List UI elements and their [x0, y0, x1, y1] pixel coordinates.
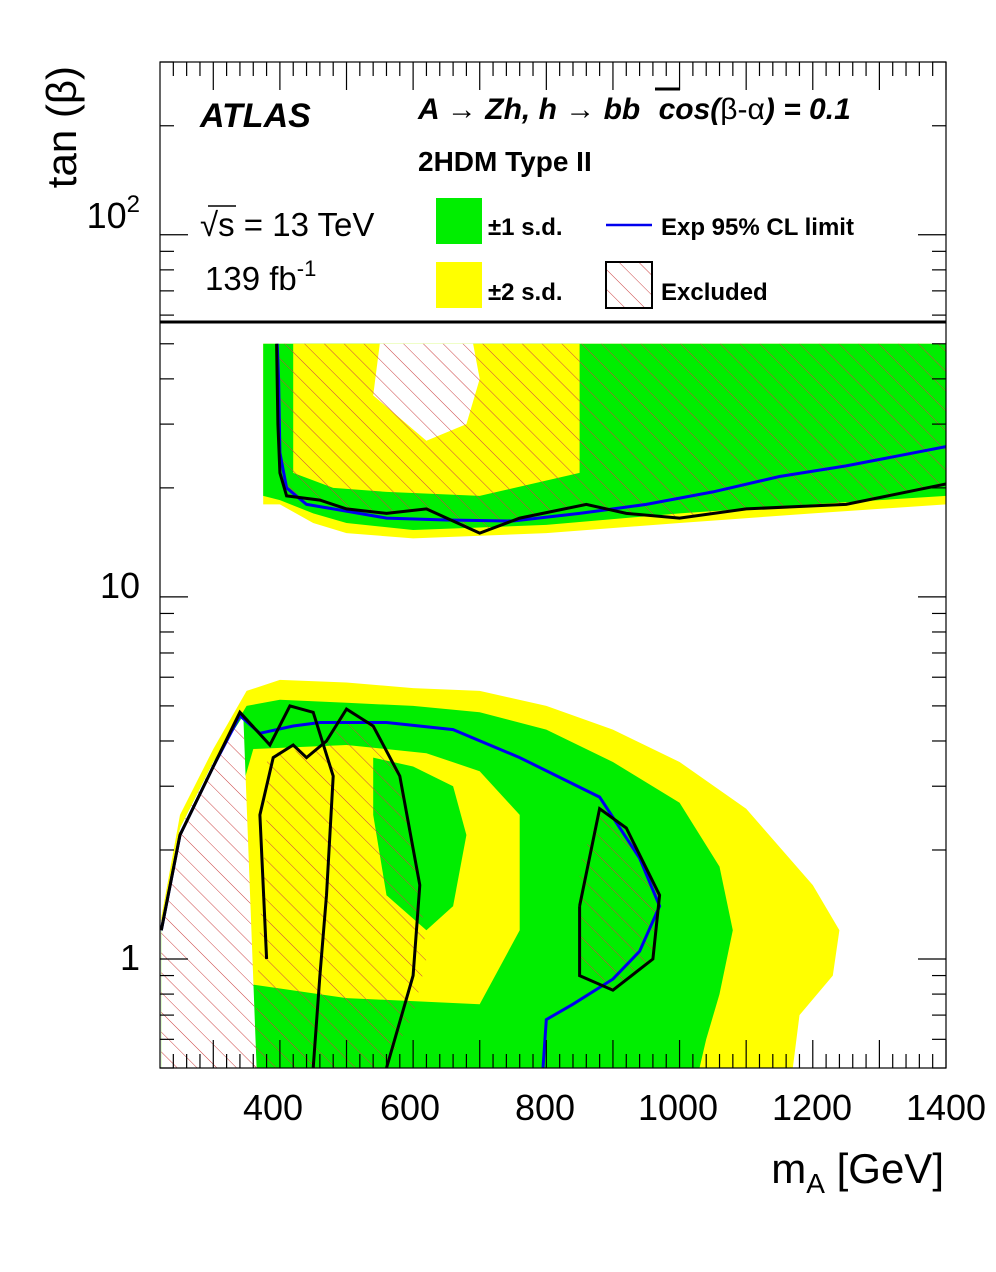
- low-observed-line: [160, 704, 335, 1068]
- legend-label-excluded: Excluded: [661, 279, 768, 306]
- x-tick-label: 1400: [906, 1087, 986, 1128]
- low-observed-contour-mid: [258, 707, 422, 1068]
- energy-label: √s = 13 TeV: [200, 206, 374, 243]
- model-label: 2HDM Type II: [418, 146, 592, 177]
- legend: ±1 s.d. ±2 s.d. Exp 95% CL limit Exclude…: [436, 198, 854, 309]
- legend-label-sd2: ±2 s.d.: [488, 279, 563, 306]
- low-observed-contour-right: [578, 806, 662, 992]
- process-label: A → Zh, h → bb cos(β-α) = 0.1: [417, 93, 851, 126]
- y-tick-label-1: 1: [120, 937, 140, 978]
- legend-label-sd1: ±1 s.d.: [488, 214, 563, 241]
- y-tick-label-10: 10: [100, 565, 140, 606]
- lumi-label: 139 fb-1: [205, 256, 316, 297]
- bands-layer: [160, 343, 946, 1068]
- low-excluded-hatch-left: [161, 715, 257, 1068]
- high-observed-line: [275, 343, 946, 535]
- legend-swatch-excluded: [605, 261, 653, 309]
- x-tick-label: 800: [515, 1087, 575, 1128]
- low-excluded-hatch-mid: [253, 712, 427, 1068]
- x-tick-label: 1000: [638, 1087, 718, 1128]
- y-tick-labels: 102 10 1: [87, 191, 140, 978]
- x-axis-title: mA [GeV]: [771, 1145, 944, 1199]
- legend-label-expected: Exp 95% CL limit: [661, 214, 854, 241]
- high-expected-line: [275, 343, 946, 523]
- x-tick-label: 400: [243, 1087, 303, 1128]
- x-tick-label: 600: [380, 1087, 440, 1128]
- plot-frame: [159, 61, 947, 1069]
- x-tick-labels: 400 600 800 1000 1200 1400: [243, 1087, 986, 1128]
- axis-ticks: [160, 61, 947, 1069]
- x-tick-label: 1200: [772, 1087, 852, 1128]
- y-axis-title: tan (β): [38, 66, 85, 188]
- experiment-label: ATLAS: [199, 97, 311, 135]
- legend-swatch-sd2: [436, 262, 482, 308]
- legend-swatch-sd1: [436, 198, 482, 244]
- high-excluded-hatch: [276, 343, 946, 534]
- y-tick-label-100: 102: [87, 191, 140, 236]
